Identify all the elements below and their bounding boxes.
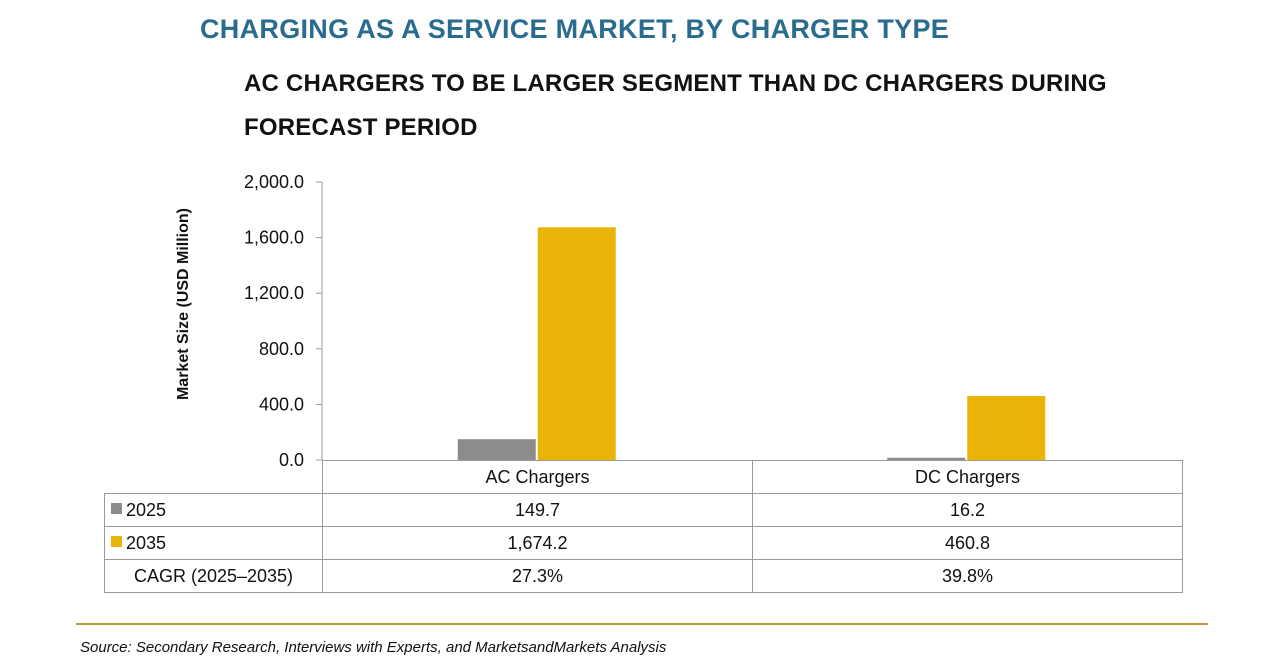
bar-2035-ac-chargers: [537, 227, 616, 460]
data-label: 16.2: [752, 493, 1183, 527]
data-label: 149.7: [322, 493, 753, 527]
cagr-label: CAGR (2025–2035): [104, 559, 323, 593]
category-label: DC Chargers: [752, 460, 1183, 494]
chart-subtitle: AC CHARGERS TO BE LARGER SEGMENT THAN DC…: [244, 70, 1107, 141]
category-label: AC Chargers: [322, 460, 753, 494]
y-tick-label: 400.0: [259, 394, 304, 414]
legend-label: 2035: [126, 532, 167, 553]
y-tick-label: 1,600.0: [244, 228, 304, 248]
source-note: Source: Secondary Research, Interviews w…: [80, 639, 667, 656]
table-row: CAGR (2025–2035) 27.3% 39.8%: [104, 559, 1183, 593]
y-tick-label: 2,000.0: [244, 172, 304, 192]
legend-entry-2025: 2025: [104, 493, 323, 527]
cagr-value: 39.8%: [752, 559, 1183, 593]
legend-swatch-2035: [111, 536, 122, 548]
bar-2025-ac-chargers: [457, 439, 536, 460]
data-table: AC Chargers DC Chargers 2025 149.7 16.2 …: [104, 460, 1183, 593]
data-label: 1,674.2: [322, 526, 753, 560]
table-corner: [104, 460, 323, 494]
table-header-row: AC Chargers DC Chargers: [104, 460, 1183, 494]
bars: [457, 227, 1046, 460]
bar-2035-dc-chargers: [967, 395, 1046, 460]
table-row: 2035 1,674.2 460.8: [104, 526, 1183, 560]
legend-swatch-2025: [111, 503, 122, 515]
cagr-value: 27.3%: [322, 559, 753, 593]
y-tick-label: 800.0: [259, 339, 304, 359]
y-tick-label: 1,200.0: [244, 283, 304, 303]
data-label: 460.8: [752, 526, 1183, 560]
footer-divider: [76, 623, 1208, 625]
bar-2025-dc-chargers: [887, 457, 966, 460]
legend-label: 2025: [126, 499, 167, 520]
table-row: 2025 149.7 16.2: [104, 493, 1183, 527]
chart-title: CHARGING AS A SERVICE MARKET, BY CHARGER…: [200, 14, 950, 44]
legend-entry-2035: 2035: [104, 526, 323, 560]
